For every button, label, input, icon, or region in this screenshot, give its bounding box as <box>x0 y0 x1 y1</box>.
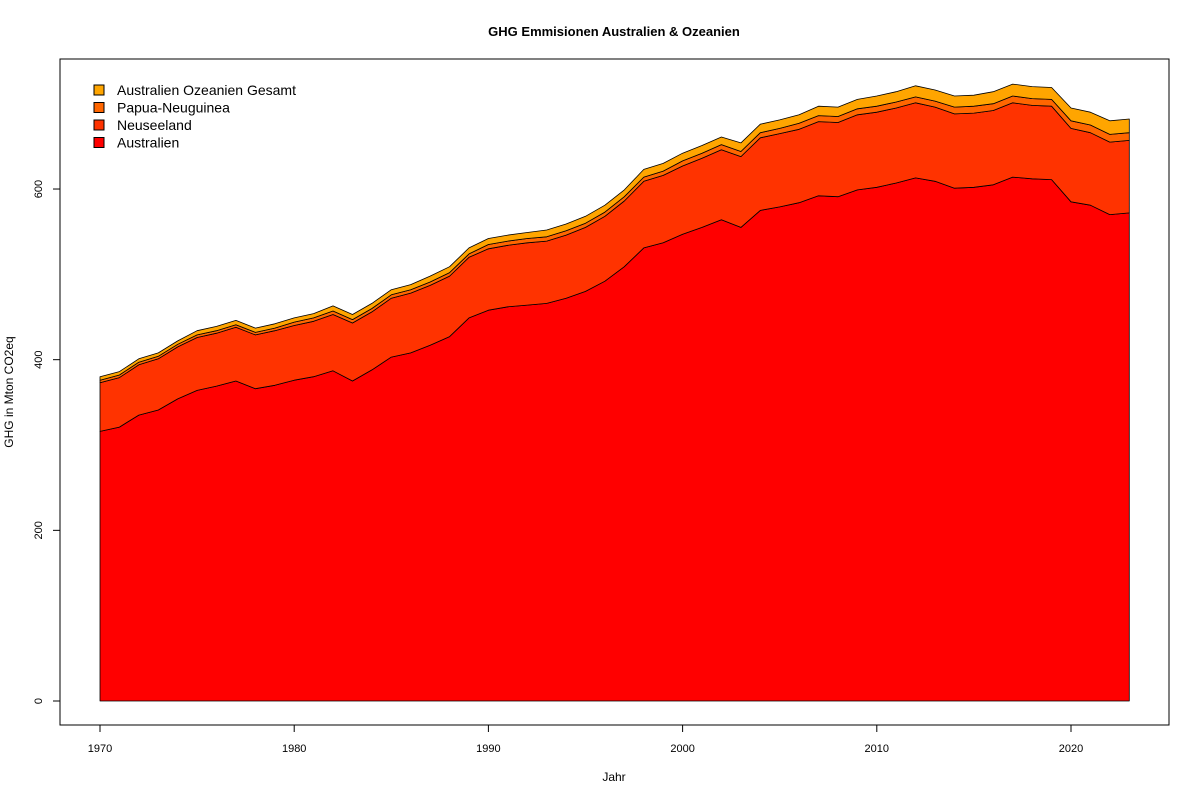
legend-label: Australien <box>117 135 179 151</box>
legend-swatch <box>93 137 105 148</box>
y-axis: 0 200 400 600 <box>33 180 61 704</box>
legend-item: Australien Ozeanien Gesamt <box>93 82 296 98</box>
x-tick-label: 1990 <box>476 743 500 755</box>
x-tick-label: 1970 <box>88 743 112 755</box>
y-tick-label: 600 <box>33 180 45 198</box>
legend-swatch <box>93 102 105 113</box>
legend-label: Neuseeland <box>117 117 192 133</box>
x-tick-label: 2000 <box>670 743 694 755</box>
legend: Australien Ozeanien Gesamt Papua-Neuguine… <box>93 82 296 151</box>
x-tick-label: 2010 <box>865 743 889 755</box>
legend-item: Papua-Neuguinea <box>93 100 230 116</box>
x-tick-label: 1980 <box>282 743 306 755</box>
legend-swatch <box>93 119 105 131</box>
y-axis-label: GHG in Mton CO2eq <box>2 336 16 447</box>
legend-label: Australien Ozeanien Gesamt <box>117 82 296 98</box>
area-australien-ozeanien-gesamt <box>99 83 1130 381</box>
y-tick-label: 200 <box>33 521 45 539</box>
y-tick-label: 0 <box>33 698 45 704</box>
chart-title: GHG Emmisionen Australien & Ozeanien <box>488 24 740 39</box>
legend-swatch <box>93 84 105 96</box>
x-tick-label: 2020 <box>1059 743 1083 755</box>
area-layers <box>99 83 1130 702</box>
legend-label: Papua-Neuguinea <box>117 100 230 116</box>
legend-item: Australien <box>93 135 179 151</box>
x-axis: 1970 1980 1990 2000 2010 2020 <box>88 724 1083 755</box>
x-axis-label: Jahr <box>602 770 625 784</box>
y-tick-label: 400 <box>33 351 45 369</box>
legend-item: Neuseeland <box>93 117 192 133</box>
